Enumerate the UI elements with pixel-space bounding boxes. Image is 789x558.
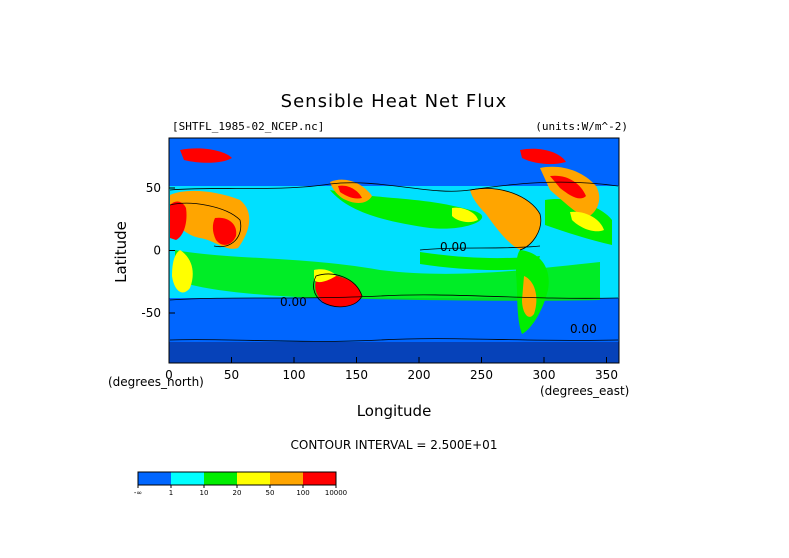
x-tick-label-2: 100 — [283, 368, 306, 382]
x-tick-label-6: 300 — [533, 368, 556, 382]
colorbar-label-0: -∞ — [134, 489, 142, 497]
colorbar-swatch-0 — [138, 472, 171, 485]
x-tick-label-3: 150 — [345, 368, 368, 382]
y-tick-label-2: -50 — [141, 306, 161, 320]
field-equatorial-pacific-green — [420, 252, 540, 271]
contour-interval-text: CONTOUR INTERVAL = 2.500E+01 — [291, 438, 498, 452]
x-tick-label-1: 50 — [224, 368, 239, 382]
contour-line-1 — [169, 181, 619, 192]
contour-line-4 — [419, 245, 541, 251]
field-kuroshio-core — [338, 185, 362, 199]
contour-line-5 — [313, 273, 363, 308]
contour-label-3: 0.00 — [280, 295, 307, 309]
x-ticks-group: 0 50 100 150 200 250 300 350 — [165, 357, 618, 382]
heatmap-field: 0.00 0.00 0.00 — [169, 138, 619, 363]
contour-line-7 — [169, 202, 242, 248]
file-label: [SHTFL_1985-02_NCEP.nc] — [172, 120, 324, 133]
y-ticks-group: 50 0 -50 — [141, 181, 175, 320]
contour-line-2 — [169, 294, 619, 301]
y-tick-label-0: 50 — [146, 181, 161, 195]
field-australia-yellow — [314, 269, 336, 283]
field-greenland-red — [520, 148, 566, 165]
contour-label-1: 0.00 — [440, 240, 467, 254]
contour-line-6 — [469, 188, 542, 251]
colorbar: -∞ 1 10 20 50 100 10000 — [134, 471, 347, 497]
field-africa-yellow — [172, 250, 193, 293]
contour-label-2: 0.00 — [570, 322, 597, 336]
field-arctic-red — [180, 148, 232, 163]
x-unit-label: (degrees_east) — [540, 384, 629, 398]
colorbar-swatch-1 — [171, 472, 204, 485]
field-north-pacific-yellow — [452, 207, 478, 223]
y-unit-label: (degrees_north) — [108, 375, 204, 389]
field-north-america-land — [470, 188, 541, 250]
x-axis-label: Longitude — [357, 402, 432, 420]
colorbar-label-4: 50 — [266, 489, 275, 497]
colorbar-label-6: 10000 — [325, 489, 347, 497]
y-axis-label: Latitude — [112, 221, 130, 283]
field-africa-warm — [170, 201, 187, 240]
field-antarctic-band — [169, 342, 619, 363]
field-north-atlantic-yellow — [570, 211, 604, 232]
chart-title: Sensible Heat Net Flux — [281, 91, 508, 112]
colorbar-label-1: 1 — [169, 489, 173, 497]
colorbar-swatch-2 — [204, 472, 237, 485]
field-south-america-warm — [522, 276, 537, 317]
units-label: (units:W/m^-2) — [535, 120, 628, 133]
field-south-atlantic-green — [175, 250, 600, 301]
field-australia-red — [315, 274, 362, 307]
contour-line-3 — [169, 338, 619, 342]
colorbar-label-2: 10 — [200, 489, 209, 497]
field-gulf-stream-core — [550, 175, 586, 199]
field-india-red — [212, 217, 237, 245]
x-tick-label-7: 350 — [595, 368, 618, 382]
colorbar-label-5: 100 — [296, 489, 309, 497]
colorbar-swatch-3 — [237, 472, 270, 485]
x-tick-label-5: 250 — [470, 368, 493, 382]
colorbar-swatch-4 — [270, 472, 303, 485]
x-tick-label-4: 200 — [408, 368, 431, 382]
x-tick-label-0: 0 — [165, 368, 173, 382]
y-tick-label-1: 0 — [153, 244, 161, 258]
colorbar-swatch-5 — [303, 472, 336, 485]
colorbar-label-3: 20 — [233, 489, 242, 497]
